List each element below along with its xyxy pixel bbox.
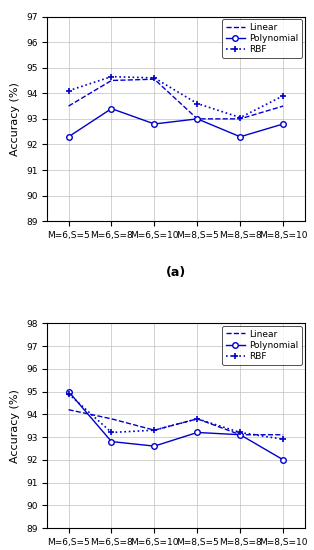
Linear: [153, 427, 156, 433]
Linear: [110, 415, 113, 422]
Linear: [153, 76, 156, 82]
Line: RBF: RBF: [65, 390, 287, 443]
Y-axis label: Accuracy (%): Accuracy (%): [10, 389, 20, 463]
RBF: [281, 92, 285, 99]
Linear: [195, 116, 199, 122]
Line: Linear: Linear: [68, 410, 283, 434]
RBF: [153, 427, 156, 433]
Y-axis label: Accuracy (%): Accuracy (%): [10, 82, 20, 156]
Line: RBF: RBF: [65, 73, 287, 121]
Polynomial: [67, 388, 70, 395]
Polynomial: [153, 443, 156, 449]
Linear: [238, 116, 242, 122]
Legend: Linear, Polynomial, RBF: Linear, Polynomial, RBF: [222, 326, 302, 365]
Polynomial: [281, 120, 285, 127]
RBF: [110, 73, 113, 80]
RBF: [110, 429, 113, 436]
Linear: [67, 406, 70, 413]
Polynomial: [110, 105, 113, 112]
RBF: [238, 114, 242, 121]
Line: Linear: Linear: [68, 79, 283, 119]
Polynomial: [153, 120, 156, 127]
Linear: [281, 103, 285, 109]
Polynomial: [195, 429, 199, 436]
Polynomial: [238, 431, 242, 438]
Linear: [281, 431, 285, 438]
Linear: [110, 77, 113, 84]
Line: Polynomial: Polynomial: [66, 106, 286, 140]
RBF: [238, 429, 242, 436]
Polynomial: [67, 134, 70, 140]
Legend: Linear, Polynomial, RBF: Linear, Polynomial, RBF: [222, 19, 302, 58]
RBF: [281, 436, 285, 443]
Polynomial: [281, 456, 285, 463]
Polynomial: [195, 116, 199, 122]
Polynomial: [238, 134, 242, 140]
RBF: [67, 390, 70, 397]
Text: (a): (a): [166, 266, 186, 279]
RBF: [67, 87, 70, 94]
RBF: [153, 75, 156, 81]
RBF: [195, 415, 199, 422]
Polynomial: [110, 438, 113, 445]
Line: Polynomial: Polynomial: [66, 389, 286, 463]
Linear: [238, 431, 242, 438]
Linear: [67, 103, 70, 109]
Linear: [195, 415, 199, 422]
RBF: [195, 100, 199, 107]
